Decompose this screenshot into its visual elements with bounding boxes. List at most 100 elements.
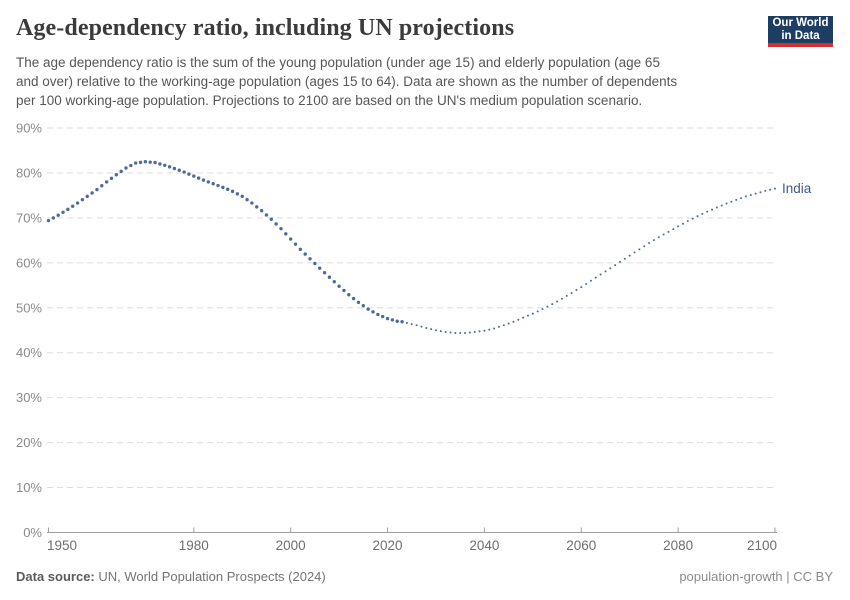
x-axis-labels: 1950 1980 2000 2020 2040 2060 2080 2100 bbox=[47, 538, 777, 553]
data-point bbox=[614, 264, 617, 267]
data-point bbox=[221, 185, 225, 190]
data-point bbox=[216, 183, 220, 188]
data-point bbox=[464, 331, 467, 334]
data-point bbox=[744, 195, 747, 198]
x-tick-label: 2100 bbox=[747, 538, 777, 553]
data-point bbox=[332, 280, 336, 284]
x-tick-label: 2020 bbox=[373, 538, 403, 553]
data-point bbox=[182, 170, 186, 174]
data-point bbox=[71, 204, 75, 208]
data-point bbox=[725, 202, 728, 205]
data-point bbox=[366, 307, 370, 311]
data-point bbox=[774, 187, 776, 190]
data-source-value[interactable]: UN, World Population Prospects (2024) bbox=[98, 569, 326, 584]
data-point bbox=[434, 329, 437, 332]
data-point bbox=[172, 166, 177, 171]
series-india-historical[interactable] bbox=[46, 160, 404, 324]
data-point bbox=[158, 162, 162, 166]
data-point bbox=[327, 275, 332, 279]
data-point bbox=[61, 210, 65, 214]
subtitle-line-3: per 100 working-age population. Projecti… bbox=[16, 93, 643, 108]
data-point bbox=[430, 328, 433, 331]
data-point bbox=[196, 176, 201, 180]
page-title: Age-dependency ratio, including UN proje… bbox=[16, 15, 515, 41]
data-point bbox=[691, 217, 694, 220]
data-point bbox=[444, 331, 447, 334]
data-point bbox=[749, 193, 752, 196]
x-tick-label: 2060 bbox=[566, 538, 596, 553]
data-point bbox=[740, 197, 743, 200]
data-point bbox=[556, 300, 559, 303]
data-point bbox=[395, 319, 399, 323]
series-entity-label[interactable]: India bbox=[782, 181, 812, 196]
data-point bbox=[648, 242, 651, 245]
data-point bbox=[318, 266, 322, 270]
data-point bbox=[711, 208, 714, 211]
data-point bbox=[759, 191, 762, 194]
data-point bbox=[531, 312, 534, 315]
data-point bbox=[85, 194, 89, 199]
data-point bbox=[507, 322, 510, 325]
data-point bbox=[95, 187, 99, 192]
owid-logo[interactable]: Our World in Data bbox=[768, 16, 833, 47]
data-point bbox=[570, 291, 573, 294]
data-point bbox=[192, 174, 196, 178]
data-point bbox=[163, 163, 167, 168]
chart-subtitle: The age dependency ratio is the sum of t… bbox=[16, 53, 756, 110]
data-point bbox=[686, 220, 689, 223]
data-point bbox=[599, 273, 602, 276]
data-point bbox=[269, 217, 273, 221]
data-point bbox=[594, 276, 597, 279]
data-point bbox=[497, 325, 500, 328]
data-point bbox=[536, 310, 539, 313]
data-point bbox=[643, 245, 646, 248]
data-point bbox=[322, 271, 327, 275]
data-point bbox=[235, 192, 240, 196]
data-point bbox=[148, 160, 152, 164]
data-point bbox=[652, 239, 655, 242]
data-point bbox=[522, 316, 525, 319]
series-india-projection[interactable] bbox=[401, 187, 776, 334]
data-point bbox=[90, 191, 94, 195]
data-point bbox=[657, 236, 660, 239]
data-point bbox=[769, 188, 772, 191]
data-point bbox=[575, 289, 578, 292]
y-tick-label: 70% bbox=[16, 210, 42, 225]
data-source: Data source: UN, World Population Prospe… bbox=[16, 569, 326, 584]
data-point bbox=[298, 247, 303, 252]
data-point bbox=[672, 228, 675, 231]
data-point bbox=[337, 284, 341, 288]
footer-license-text[interactable]: population-growth | CC BY bbox=[679, 569, 833, 584]
data-point bbox=[468, 331, 471, 334]
y-tick-label: 90% bbox=[16, 121, 42, 136]
y-tick-label: 40% bbox=[16, 345, 42, 360]
data-point bbox=[167, 165, 172, 169]
y-tick-label: 10% bbox=[16, 480, 42, 495]
data-point bbox=[250, 201, 254, 205]
data-point bbox=[293, 242, 298, 246]
y-tick-label: 0% bbox=[23, 525, 42, 540]
data-point bbox=[109, 176, 114, 181]
data-point bbox=[633, 251, 636, 254]
data-point bbox=[681, 222, 684, 225]
data-point bbox=[604, 270, 607, 273]
data-point bbox=[51, 216, 56, 220]
subtitle-line-1: The age dependency ratio is the sum of t… bbox=[16, 55, 660, 70]
data-point bbox=[551, 303, 554, 306]
data-point bbox=[401, 320, 404, 323]
data-point bbox=[75, 201, 80, 205]
data-point bbox=[526, 314, 529, 317]
data-point bbox=[623, 257, 626, 260]
data-point bbox=[230, 189, 235, 194]
data-point bbox=[313, 261, 317, 266]
data-point bbox=[720, 204, 723, 207]
data-point bbox=[449, 331, 452, 334]
data-point bbox=[619, 260, 622, 263]
x-tick-label: 1950 bbox=[47, 538, 77, 553]
data-point bbox=[356, 300, 361, 305]
data-point bbox=[201, 178, 206, 182]
data-point bbox=[517, 318, 520, 321]
data-point bbox=[662, 233, 665, 236]
data-point bbox=[701, 212, 704, 215]
